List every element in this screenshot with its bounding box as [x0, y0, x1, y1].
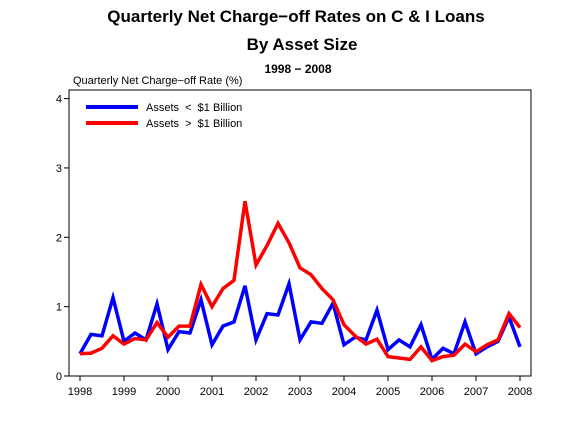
x-tick-label-2008: 2008: [508, 386, 532, 398]
legend-label-small-banks: Assets < $1 Billion: [146, 102, 242, 114]
y-tick-label-4: 4: [56, 94, 62, 106]
x-tick-label-2005: 2005: [376, 386, 400, 398]
series-layer: [78, 200, 522, 363]
x-axis: 1998 1999 2000 2001 2002 2003 2004 2005 2006 2007…: [68, 376, 532, 398]
series-line-small-banks: [78, 277, 522, 363]
x-tick-label-2006: 2006: [420, 386, 444, 398]
chart-title: Quarterly Net Charge−off Rates on C & I …: [107, 7, 484, 26]
y-tick-label-2: 2: [56, 232, 62, 244]
x-tick-label-2004: 2004: [332, 386, 356, 398]
x-tick-label-2003: 2003: [288, 386, 312, 398]
x-tick-label-2000: 2000: [156, 386, 180, 398]
x-tick-label-2007: 2007: [464, 386, 488, 398]
x-tick-label-2002: 2002: [244, 386, 268, 398]
y-tick-label-1: 1: [56, 302, 62, 314]
x-tick-label-2001: 2001: [200, 386, 224, 398]
y-tick-label-3: 3: [56, 163, 62, 175]
legend: Assets < $1 Billion Assets > $1 Billion: [86, 102, 242, 130]
x-tick-label-1999: 1999: [112, 386, 136, 398]
legend-label-large-banks: Assets > $1 Billion: [146, 118, 242, 130]
y-axis-label: Quarterly Net Charge−off Rate (%): [73, 75, 242, 87]
chart-title-line2: By Asset Size: [247, 35, 358, 54]
x-tick-label-1998: 1998: [68, 386, 92, 398]
y-tick-label-0: 0: [56, 371, 62, 383]
chart-subtitle: 1998 − 2008: [264, 62, 331, 76]
y-axis: 0 1 2 3 4: [56, 94, 69, 383]
series-line-large-banks: [79, 200, 522, 363]
